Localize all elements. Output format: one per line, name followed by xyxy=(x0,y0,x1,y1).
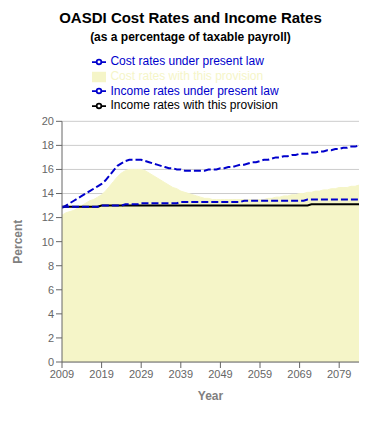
svg-text:14: 14 xyxy=(42,187,54,199)
svg-text:Year: Year xyxy=(198,389,224,403)
svg-text:12: 12 xyxy=(42,211,54,223)
svg-text:8: 8 xyxy=(48,260,54,272)
html-text:Cost rates with this provision: Cost rates with this provision xyxy=(110,68,264,83)
html-text:Cost rates under present law: Cost rates under present law xyxy=(110,54,264,68)
svg-text:2049: 2049 xyxy=(208,368,232,380)
svg-text:2079: 2079 xyxy=(327,368,351,380)
svg-text:20: 20 xyxy=(42,115,54,127)
svg-text:2: 2 xyxy=(48,332,54,344)
svg-text:2059: 2059 xyxy=(248,368,272,380)
svg-text:16: 16 xyxy=(42,163,54,175)
svg-text:18: 18 xyxy=(42,139,54,151)
svg-text:2029: 2029 xyxy=(129,368,153,380)
html-text:Income rates with this provisi: Income rates with this provision xyxy=(110,98,278,113)
svg-text:2009: 2009 xyxy=(50,368,74,380)
html-text:OASDI Cost Rates and Income Ra: OASDI Cost Rates and Income Rates xyxy=(59,9,322,26)
html-text:Income rates under present law: Income rates under present law xyxy=(110,83,279,98)
svg-text:4: 4 xyxy=(48,308,54,320)
html-text:(as a percentage of taxable pa: (as a percentage of taxable payroll) xyxy=(90,30,291,44)
svg-text:2019: 2019 xyxy=(89,368,113,380)
svg-text:6: 6 xyxy=(48,284,54,296)
svg-text:2039: 2039 xyxy=(169,368,193,380)
svg-text:2069: 2069 xyxy=(287,368,311,380)
svg-text:0: 0 xyxy=(48,356,54,368)
svg-text:Percent: Percent xyxy=(11,220,25,264)
svg-text:10: 10 xyxy=(42,236,54,248)
